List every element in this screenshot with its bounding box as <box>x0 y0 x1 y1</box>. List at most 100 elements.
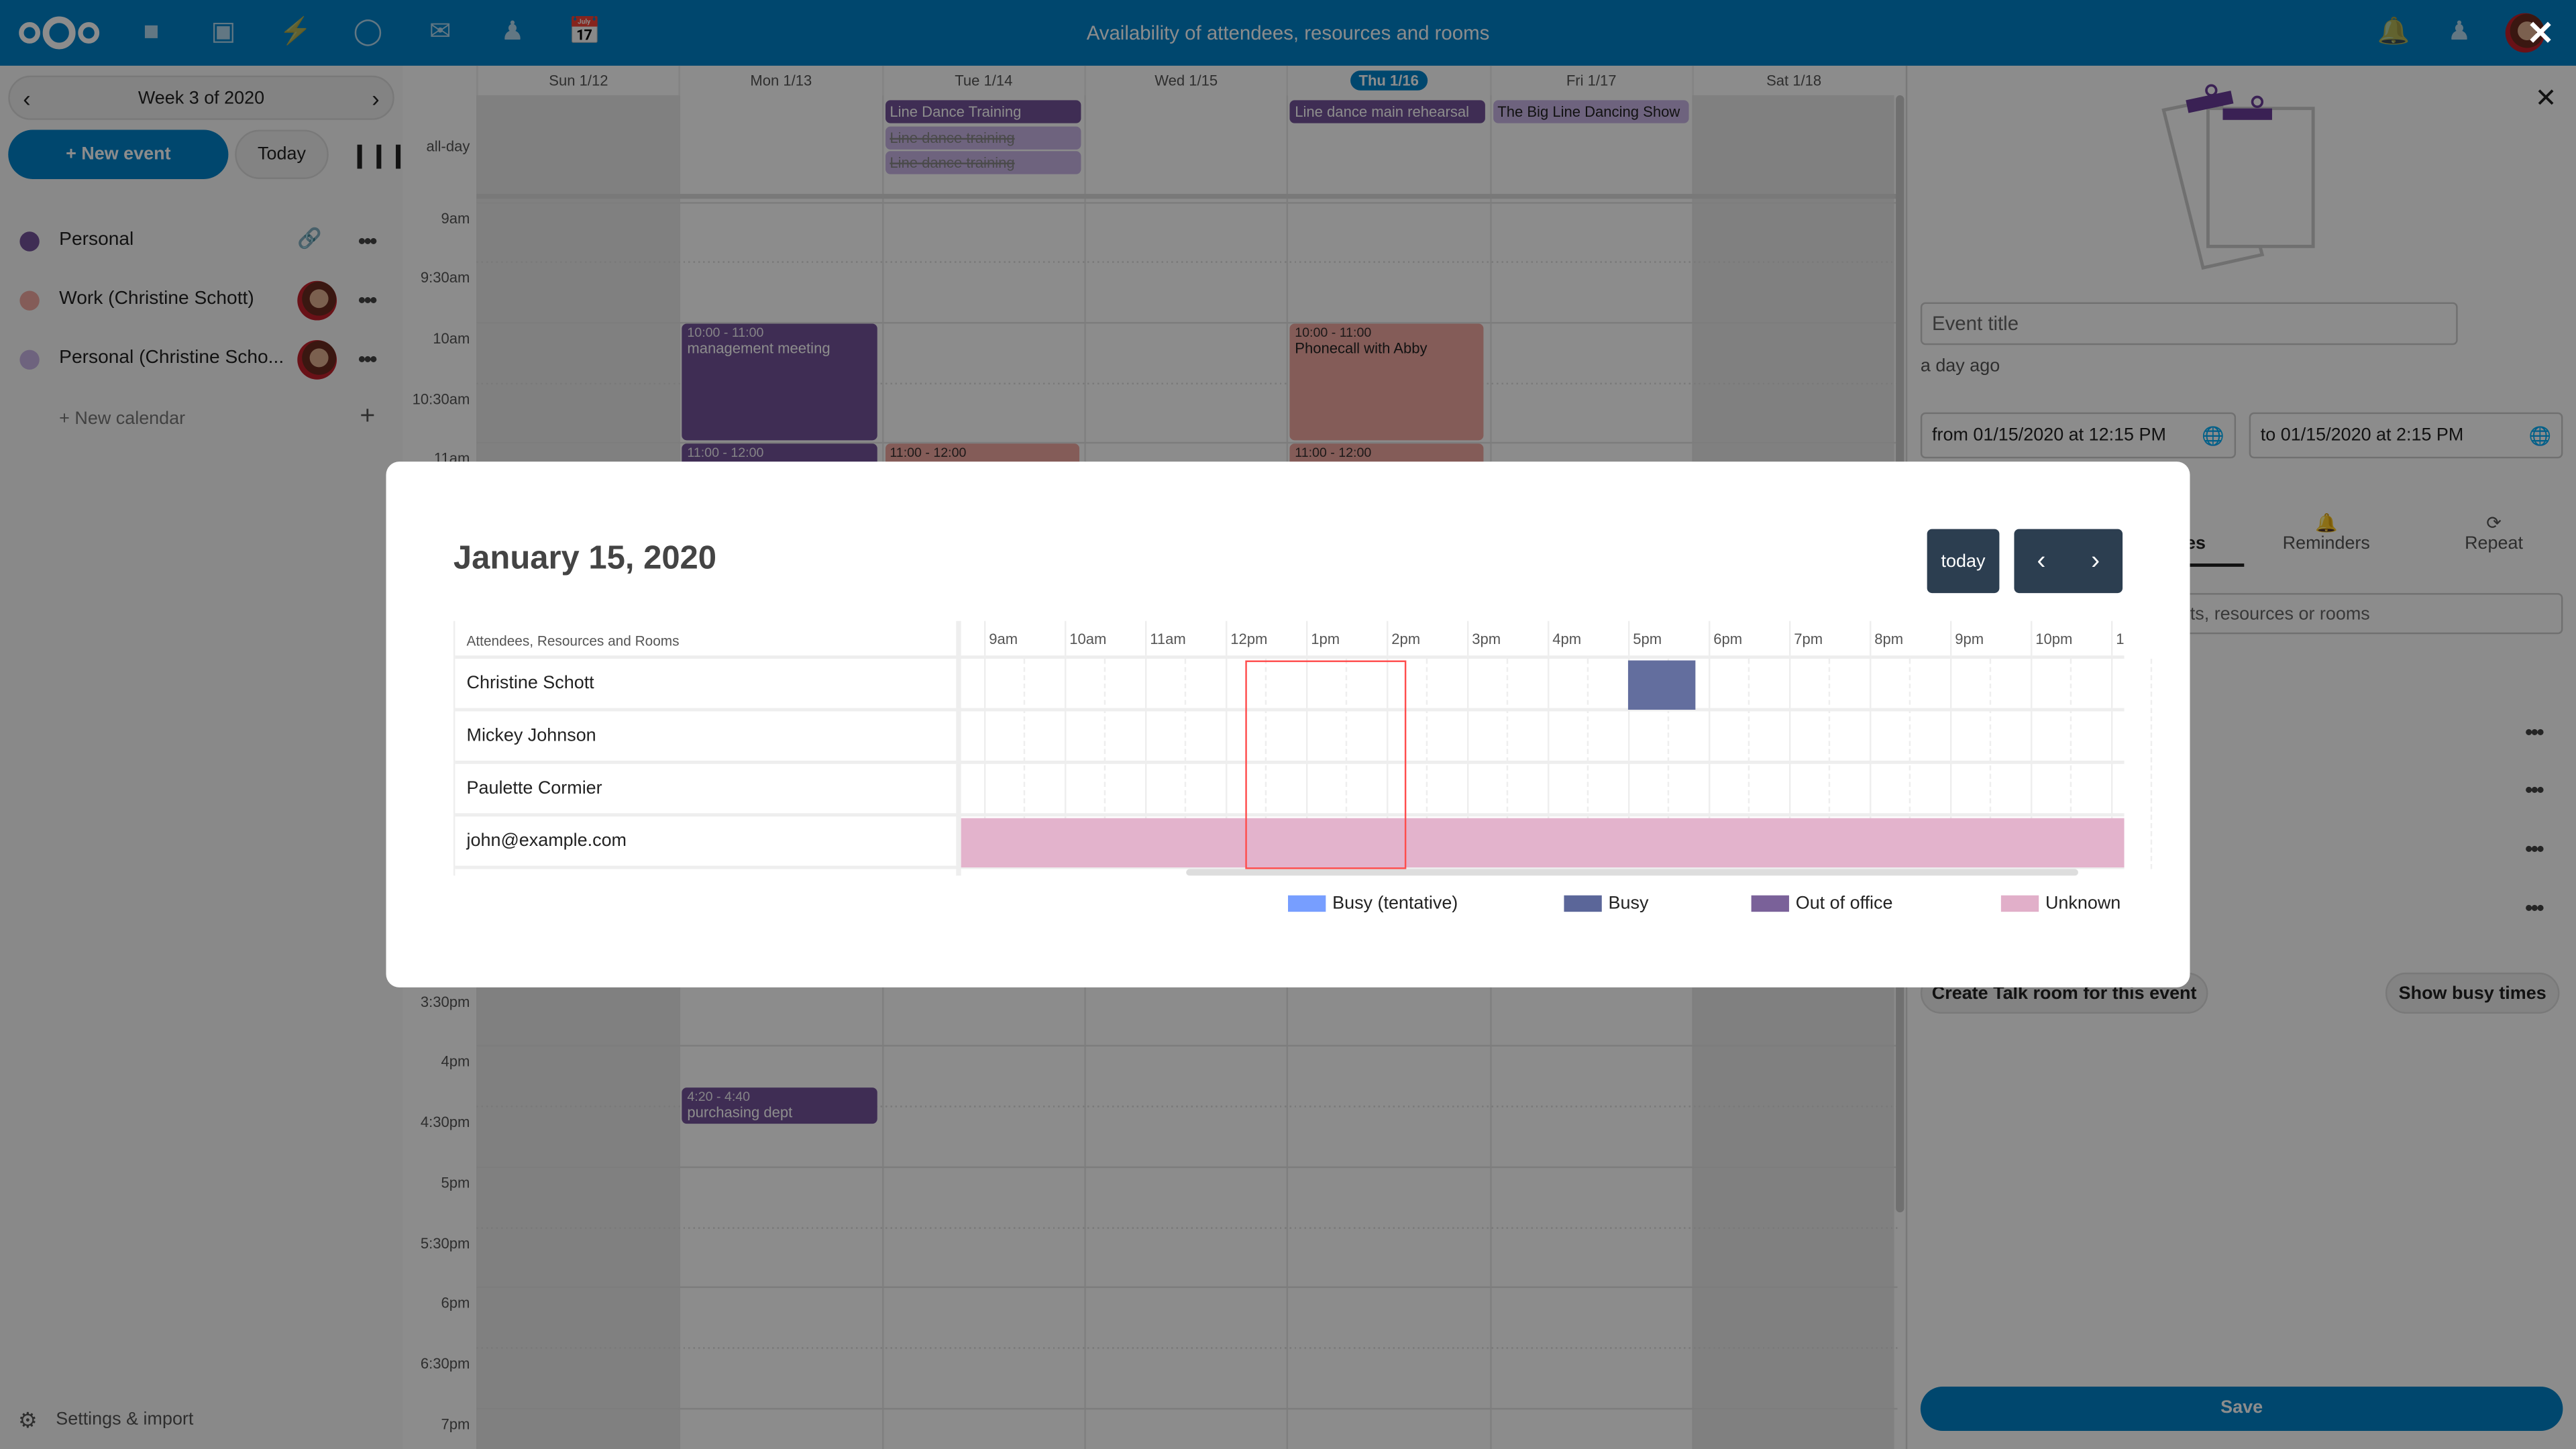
close-modal-icon[interactable]: ✕ <box>2526 16 2555 53</box>
timezone-globe-icon[interactable]: 🌐 <box>2202 426 2224 446</box>
timezone-globe-icon[interactable]: 🌐 <box>2528 426 2552 446</box>
calendar-actions-icon[interactable]: ••• <box>358 346 377 372</box>
time-label: 3:30pm <box>420 993 470 1010</box>
to-datetime-input[interactable]: to 01/15/2020 at 2:15 PM 🌐 <box>2249 412 2563 459</box>
calendar-color-dot[interactable] <box>19 350 40 370</box>
calendar-actions-icon[interactable]: ••• <box>358 228 377 254</box>
app-title: Availability of attendees, resources and… <box>1086 21 1490 45</box>
calendar-actions-icon[interactable]: ••• <box>358 287 377 313</box>
allday-event[interactable]: Line dance main rehearsal <box>1289 100 1487 123</box>
user-avatar[interactable] <box>2505 13 2545 53</box>
close-editor-icon[interactable]: ✕ <box>2534 85 2557 113</box>
calendar-item[interactable]: Work (Christine Schott) ••• <box>0 276 402 325</box>
to-datetime-text: to 01/15/2020 at 2:15 PM <box>2260 425 2464 445</box>
event-time: 11:00 - 12:00 <box>890 445 967 461</box>
day-header[interactable]: Sun 1/12 <box>476 65 679 96</box>
settings-import-button[interactable]: Settings & import <box>56 1409 194 1430</box>
allday-event[interactable]: The Big Line Dancing Show <box>1492 100 1689 123</box>
hour-line <box>476 201 1898 203</box>
today-button[interactable]: Today <box>235 129 329 179</box>
next-week-button[interactable]: › <box>372 85 380 112</box>
notifications-bell-icon[interactable]: 🔔 <box>2377 17 2410 46</box>
new-calendar-button[interactable]: + New calendar <box>59 409 186 429</box>
event-time: 4:20 - 4:40 <box>687 1089 751 1104</box>
photos-icon[interactable]: ▣ <box>211 17 236 46</box>
next-day-button[interactable]: › <box>2091 546 2100 574</box>
show-busy-times-button[interactable]: Show busy times <box>2385 972 2560 1014</box>
previous-week-button[interactable]: ‹ <box>23 85 31 112</box>
new-event-button[interactable]: + New event <box>8 129 229 179</box>
calendar-color-dot[interactable] <box>19 290 40 311</box>
freebusy-table: Attendees, Resources and Rooms 9am 10am 11a… <box>453 621 2153 876</box>
share-link-icon[interactable]: 🔗 <box>297 226 322 250</box>
attendee-actions-icon[interactable]: ••• <box>2525 719 2544 745</box>
talk-icon[interactable]: ◯ <box>353 17 383 46</box>
hour-gridline <box>1869 621 1872 869</box>
hour-gridline <box>2030 621 2033 869</box>
hour-line <box>476 1166 1898 1168</box>
time-label: 5:30pm <box>420 1234 470 1251</box>
time-label: 10am <box>433 330 470 347</box>
attendee-actions-icon[interactable]: ••• <box>2525 895 2544 920</box>
left-sidebar: ‹ Week 3 of 2020 › + New event Today ❙❙❙… <box>0 65 408 1449</box>
calendar-event[interactable]: 4:20 - 4:40 purchasing dept <box>682 1087 877 1124</box>
event-title: Phonecall with Abby <box>1295 339 1428 357</box>
hour-label: 9am <box>989 631 1018 647</box>
allday-event[interactable]: Line dance training <box>885 151 1081 174</box>
activity-icon[interactable]: ⚡ <box>279 17 313 46</box>
calendar-event[interactable]: 10:00 - 11:00 management meeting <box>682 323 877 441</box>
column-splitter[interactable] <box>956 621 961 876</box>
event-time: 10:00 - 11:00 <box>1295 325 1372 340</box>
save-button[interactable]: Save <box>1920 1386 2563 1432</box>
selected-time-range[interactable] <box>1245 660 1407 869</box>
nextcloud-logo-icon[interactable] <box>16 15 101 51</box>
hour-line <box>476 1226 1898 1228</box>
attendee-actions-icon[interactable]: ••• <box>2525 777 2544 802</box>
hour-label: 4pm <box>1552 631 1582 647</box>
allday-event[interactable]: Line dance training <box>885 125 1081 149</box>
previous-day-button[interactable]: ‹ <box>2037 546 2046 574</box>
day-header[interactable]: Wed 1/15 <box>1084 65 1287 96</box>
calendar-event[interactable]: 10:00 - 11:00 Phonecall with Abby <box>1289 323 1485 441</box>
attendee-actions-icon[interactable]: ••• <box>2525 836 2544 861</box>
calendar-icon[interactable]: 📅 <box>568 17 602 46</box>
day-navigation: ‹ › <box>2014 529 2123 594</box>
settings-gear-icon[interactable]: ⚙ <box>17 1407 38 1433</box>
contacts-menu-icon[interactable]: ♟ <box>2447 17 2471 46</box>
day-header[interactable]: Mon 1/13 <box>679 65 881 96</box>
allday-divider <box>476 193 1898 199</box>
attendee-name: Christine Schott <box>466 674 594 694</box>
calendar-color-dot[interactable] <box>19 231 40 252</box>
add-calendar-plus-icon[interactable]: + <box>360 402 376 431</box>
day-header[interactable]: Sat 1/18 <box>1691 65 1894 96</box>
day-label: Sat 1/18 <box>1766 72 1822 89</box>
timeline-scrollbar[interactable] <box>1186 869 2078 876</box>
hour-label: 7pm <box>1794 631 1823 647</box>
files-icon[interactable]: ■ <box>143 17 160 46</box>
day-label: Tue 1/14 <box>955 72 1013 89</box>
calendar-item[interactable]: Personal 🔗 ••• <box>0 217 402 266</box>
half-hour-gridline <box>1989 659 1992 869</box>
hour-gridline <box>1788 621 1791 869</box>
hour-label: 10am <box>1069 631 1107 647</box>
from-datetime-input[interactable]: from 01/15/2020 at 12:15 PM 🌐 <box>1920 412 2237 459</box>
legend-item: Busy <box>1564 894 1648 914</box>
mail-icon[interactable]: ✉ <box>429 17 451 46</box>
calendar-name: Personal (Christine Scho... <box>59 348 284 368</box>
allday-event[interactable]: Line Dance Training <box>885 100 1081 123</box>
tab-repeat-label: Repeat <box>2465 533 2523 554</box>
view-switcher-icon[interactable]: ❙❙❙ <box>350 141 408 168</box>
hour-line <box>476 1106 1898 1108</box>
hour-gridline <box>1144 621 1147 869</box>
hour-line <box>476 262 1898 264</box>
calendar-item[interactable]: Personal (Christine Scho... ••• <box>0 335 402 384</box>
today-button[interactable]: today <box>1927 529 2000 594</box>
day-header[interactable]: Fri 1/17 <box>1489 65 1692 96</box>
event-title-input[interactable]: Event title <box>1920 302 2458 345</box>
day-header[interactable]: Tue 1/14 <box>881 65 1084 96</box>
tab-reminders[interactable]: 🔔 Reminders <box>2244 513 2408 554</box>
tab-repeat[interactable]: ⟳ Repeat <box>2412 513 2576 554</box>
contacts-icon[interactable]: ♟ <box>500 17 525 46</box>
day-header[interactable]: Thu 1/16 <box>1287 65 1489 96</box>
event-time: 11:00 - 12:00 <box>1295 445 1372 461</box>
